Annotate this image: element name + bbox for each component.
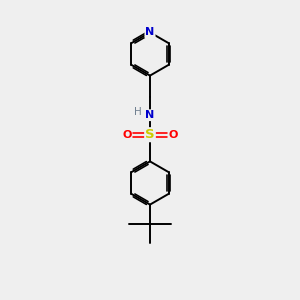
Text: O: O — [168, 130, 178, 140]
Text: O: O — [122, 130, 132, 140]
Text: N: N — [146, 110, 154, 120]
Text: H: H — [134, 106, 141, 117]
Text: S: S — [145, 128, 155, 141]
Text: N: N — [146, 27, 154, 38]
